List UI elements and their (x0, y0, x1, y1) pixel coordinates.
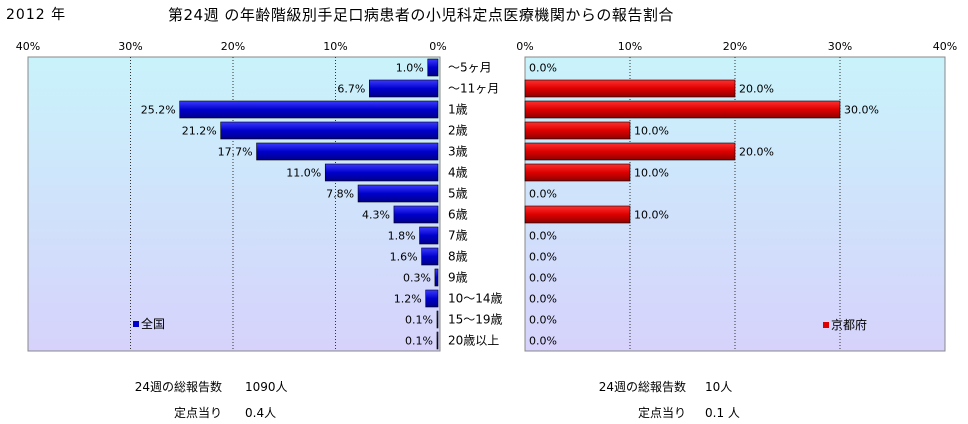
data-label-national: 1.6% (390, 251, 418, 264)
kyoto-total-value: 10人 (705, 380, 733, 394)
data-label-national: 1.2% (394, 293, 422, 306)
data-label-kyoto: 0.0% (529, 62, 557, 75)
year-label: 2012 年 (6, 7, 67, 23)
bar-national (427, 58, 439, 77)
national-per-value: 0.4人 (245, 406, 277, 420)
kyoto-total-label: 24週の総報告数 (598, 380, 686, 394)
data-label-national: 7.8% (326, 188, 354, 201)
data-label-national: 0.1% (405, 335, 433, 348)
bar-kyoto (524, 79, 736, 98)
x-tick-label-left: 20% (221, 40, 245, 53)
category-label: 1歳 (448, 103, 468, 117)
data-label-national: 0.3% (403, 272, 431, 285)
data-label-kyoto: 10.0% (634, 125, 669, 138)
category-label: 2歳 (448, 124, 468, 138)
bar-national (369, 79, 439, 98)
data-label-kyoto: 0.0% (529, 251, 557, 264)
data-label-national: 1.0% (396, 62, 424, 75)
category-label: 7歳 (448, 229, 468, 243)
bar-national (436, 310, 439, 329)
legend-national-label: 全国 (141, 316, 165, 331)
bar-kyoto (524, 205, 631, 224)
per-sentinel-row: 定点当り 0.4人 定点当り 0.1 人 (0, 404, 968, 420)
x-tick-label-right: 30% (828, 40, 852, 53)
x-tick-label-left: 0% (429, 40, 446, 53)
national-per-label: 定点当り (173, 406, 222, 420)
category-label: 20歳以上 (448, 334, 499, 348)
category-label: 4歳 (448, 166, 468, 180)
legend-kyoto-label: 京都府 (831, 317, 867, 332)
data-label-kyoto: 0.0% (529, 230, 557, 243)
data-label-kyoto: 0.0% (529, 188, 557, 201)
data-label-national: 6.7% (337, 83, 365, 96)
national-total-label: 24週の総報告数 (134, 380, 222, 394)
category-label: 10～14歳 (448, 292, 503, 306)
chart-title: 第24週 の年齢階級別手足口病患者の小児科定点医療機関からの報告割合 (168, 6, 674, 24)
data-label-national: 4.3% (362, 209, 390, 222)
data-label-kyoto: 0.0% (529, 335, 557, 348)
bar-national (436, 331, 439, 350)
bar-kyoto (524, 121, 631, 140)
national-total-row: 24週の総報告数 1090人 24週の総報告数 10人 (0, 378, 968, 394)
data-label-kyoto: 10.0% (634, 167, 669, 180)
data-label-national: 21.2% (182, 125, 217, 138)
data-label-national: 0.1% (405, 314, 433, 327)
data-label-national: 11.0% (286, 167, 321, 180)
bar-national (357, 184, 439, 203)
data-label-national: 25.2% (141, 104, 176, 117)
data-label-kyoto: 10.0% (634, 209, 669, 222)
data-label-kyoto: 20.0% (739, 83, 774, 96)
data-label-kyoto: 20.0% (739, 146, 774, 159)
data-label-kyoto: 0.0% (529, 293, 557, 306)
kyoto-per-value: 0.1 人 (705, 406, 740, 420)
legend-national-swatch (133, 321, 139, 327)
bar-national (179, 100, 439, 119)
bar-kyoto (524, 163, 631, 182)
category-label: 15～19歳 (448, 313, 503, 327)
data-label-kyoto: 0.0% (529, 272, 557, 285)
x-tick-label-left: 30% (118, 40, 142, 53)
category-label: 9歳 (448, 271, 468, 285)
data-label-kyoto: 0.0% (529, 314, 557, 327)
category-label: 6歳 (448, 208, 468, 222)
category-label: ～5ヶ月 (448, 61, 492, 75)
national-total-value: 1090人 (245, 380, 288, 394)
bar-kyoto (524, 100, 841, 119)
x-tick-label-right: 40% (933, 40, 957, 53)
bar-national (256, 142, 439, 161)
population-pyramid-chart: 40% 30% 20% 10% 0% 0% 10% 20% 30% 40% 1.0% 0.0% 6.7… (16, 40, 957, 352)
bar-national (421, 247, 439, 266)
bar-national (393, 205, 439, 224)
bar-national (425, 289, 439, 308)
bar-national (220, 121, 439, 140)
category-label: 8歳 (448, 250, 468, 264)
x-tick-label-right: 10% (618, 40, 642, 53)
data-label-kyoto: 30.0% (844, 104, 879, 117)
data-label-national: 17.7% (218, 146, 253, 159)
category-label: ～11ヶ月 (448, 82, 499, 96)
category-label: 3歳 (448, 145, 468, 159)
x-tick-label-right: 0% (516, 40, 533, 53)
x-tick-label-left: 10% (323, 40, 347, 53)
bar-national (434, 268, 439, 287)
x-tick-label-right: 20% (723, 40, 747, 53)
bar-national (419, 226, 439, 245)
bar-national (324, 163, 439, 182)
x-tick-label-left: 40% (16, 40, 40, 53)
legend-kyoto-swatch (823, 322, 829, 328)
kyoto-per-label: 定点当り (637, 406, 686, 420)
bar-kyoto (524, 142, 736, 161)
data-label-national: 1.8% (388, 230, 416, 243)
category-label: 5歳 (448, 187, 468, 201)
